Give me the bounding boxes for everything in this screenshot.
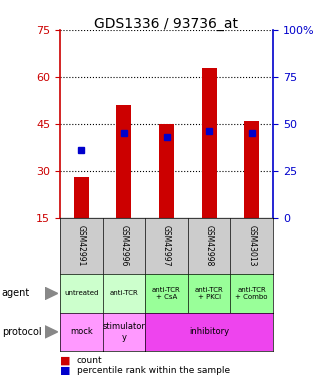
Text: GSM42991: GSM42991 bbox=[77, 225, 86, 266]
Text: ■: ■ bbox=[60, 356, 71, 366]
Text: anti-TCR
+ Combo: anti-TCR + Combo bbox=[235, 287, 268, 300]
Bar bbox=[202, 68, 216, 218]
Text: stimulator
y: stimulator y bbox=[103, 322, 145, 342]
Bar bbox=[159, 124, 174, 218]
Text: anti-TCR
+ PKCi: anti-TCR + PKCi bbox=[195, 287, 223, 300]
Text: untreated: untreated bbox=[64, 290, 99, 296]
Bar bbox=[74, 177, 89, 218]
Bar bbox=[117, 105, 131, 218]
Text: GDS1336 / 93736_at: GDS1336 / 93736_at bbox=[95, 17, 238, 31]
Text: inhibitory: inhibitory bbox=[189, 327, 229, 336]
Text: mock: mock bbox=[70, 327, 93, 336]
Text: protocol: protocol bbox=[2, 327, 41, 337]
Text: GSM42996: GSM42996 bbox=[119, 225, 129, 266]
Polygon shape bbox=[45, 326, 58, 338]
Text: anti-TCR: anti-TCR bbox=[110, 290, 138, 296]
Text: agent: agent bbox=[2, 288, 30, 298]
Text: GSM42998: GSM42998 bbox=[204, 225, 214, 266]
Text: ■: ■ bbox=[60, 366, 71, 375]
Text: GSM42997: GSM42997 bbox=[162, 225, 171, 266]
Polygon shape bbox=[45, 287, 58, 300]
Text: anti-TCR
+ CsA: anti-TCR + CsA bbox=[152, 287, 181, 300]
Text: count: count bbox=[77, 356, 102, 365]
Text: GSM43013: GSM43013 bbox=[247, 225, 256, 266]
Text: percentile rank within the sample: percentile rank within the sample bbox=[77, 366, 230, 375]
Bar bbox=[244, 121, 259, 218]
